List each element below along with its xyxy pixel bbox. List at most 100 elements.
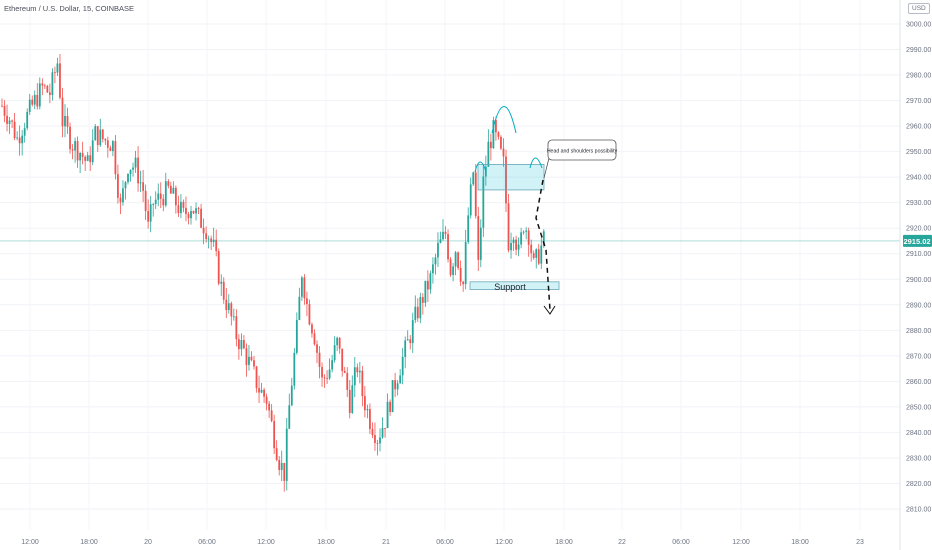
candle-body (139, 182, 142, 184)
candle-body (227, 303, 230, 311)
candle-body (174, 187, 177, 206)
grid (0, 0, 900, 530)
candle-body (89, 155, 92, 163)
x-tick-label: 21 (382, 539, 390, 546)
candle-body (366, 409, 369, 411)
candle-body (338, 337, 341, 349)
candle-body (389, 401, 391, 413)
projection-arrowhead (543, 305, 556, 315)
candle-body (472, 172, 475, 185)
candle-body (505, 156, 507, 204)
candle-body (404, 340, 407, 357)
candle-body (283, 462, 286, 481)
candle-body (374, 435, 376, 443)
candle-body (285, 428, 288, 481)
candle-body (270, 410, 273, 422)
candle-body (351, 385, 354, 413)
candle-body (263, 389, 265, 397)
y-tick-label: 2940.00 (906, 175, 931, 182)
y-tick-label: 2860.00 (906, 379, 931, 386)
candle-body (197, 208, 200, 209)
candle-body (64, 115, 66, 127)
candle-body (13, 121, 16, 139)
candle-body (341, 348, 344, 372)
candle-body (384, 427, 386, 429)
candle-body (51, 72, 54, 95)
candle-body (520, 232, 523, 245)
candle-body (328, 369, 331, 379)
candle-body (369, 409, 371, 430)
candle-body (137, 157, 139, 184)
y-tick-label: 2980.00 (906, 73, 931, 80)
candle-body (358, 370, 361, 373)
candle-body (207, 238, 210, 240)
candle-body (46, 86, 49, 93)
candle-body (149, 204, 152, 222)
candle-body (401, 356, 404, 376)
candle-body (169, 185, 172, 194)
x-tick-label: 20 (144, 539, 152, 546)
x-tick-label: 12:00 (21, 539, 39, 546)
candle-body (295, 320, 298, 353)
candle-body (124, 182, 127, 189)
candle-body (91, 140, 94, 163)
candle-body (31, 99, 34, 105)
candle-body (467, 215, 470, 243)
y-tick-label: 2830.00 (906, 455, 931, 462)
y-tick-label: 2910.00 (906, 251, 931, 258)
price-axis: 3000.00 2990.00 2980.00 2970.00 2960.00 2950.… (899, 0, 932, 550)
candle-body (333, 345, 336, 361)
currency-badge[interactable]: USD (908, 3, 930, 14)
candle-body (1, 105, 3, 107)
candle-body (182, 201, 185, 208)
candle-body (111, 141, 114, 152)
candle-body (326, 377, 328, 379)
candle-body (429, 273, 432, 290)
candle-body (406, 339, 409, 341)
candle-body (537, 249, 540, 264)
candle-body (142, 182, 145, 191)
candle-body (457, 252, 460, 268)
candle-body (202, 227, 205, 234)
candle-body (346, 372, 349, 390)
candle-body (414, 306, 417, 321)
y-tick-label: 2840.00 (906, 430, 931, 437)
candle-body (230, 303, 233, 317)
candle-body (84, 156, 87, 161)
candle-body (437, 242, 439, 258)
candle-body (104, 139, 107, 141)
x-tick-label: 18:00 (555, 539, 573, 546)
candle-body (454, 252, 457, 267)
candle-body (159, 193, 162, 199)
candle-body (462, 281, 465, 285)
candle-body (109, 147, 112, 152)
candle-body (132, 167, 134, 170)
candle-body (157, 193, 160, 200)
x-tick-label: 06:00 (672, 539, 690, 546)
candle-body (180, 201, 182, 214)
candle-body (502, 148, 505, 157)
candle-body (348, 389, 351, 413)
candle-body (54, 72, 56, 74)
candle-body (119, 197, 122, 203)
candle-body (522, 231, 525, 233)
y-tick-label: 2850.00 (906, 404, 931, 411)
candle-body (127, 173, 129, 183)
candle-body (255, 366, 258, 389)
candle-body (21, 135, 24, 144)
candle-body (258, 388, 260, 393)
candle-body (66, 115, 69, 127)
candle-body (507, 203, 510, 251)
candle-body (331, 360, 334, 370)
candle-body (421, 297, 424, 303)
candle-body (303, 277, 306, 299)
callout-box (547, 139, 617, 161)
candle-body (474, 172, 477, 217)
candle-body (129, 169, 132, 174)
candle-body (532, 253, 535, 258)
candle-body (28, 99, 31, 112)
candle-body (426, 280, 429, 290)
x-tick-label: 22 (618, 539, 626, 546)
candle-body (409, 339, 412, 344)
